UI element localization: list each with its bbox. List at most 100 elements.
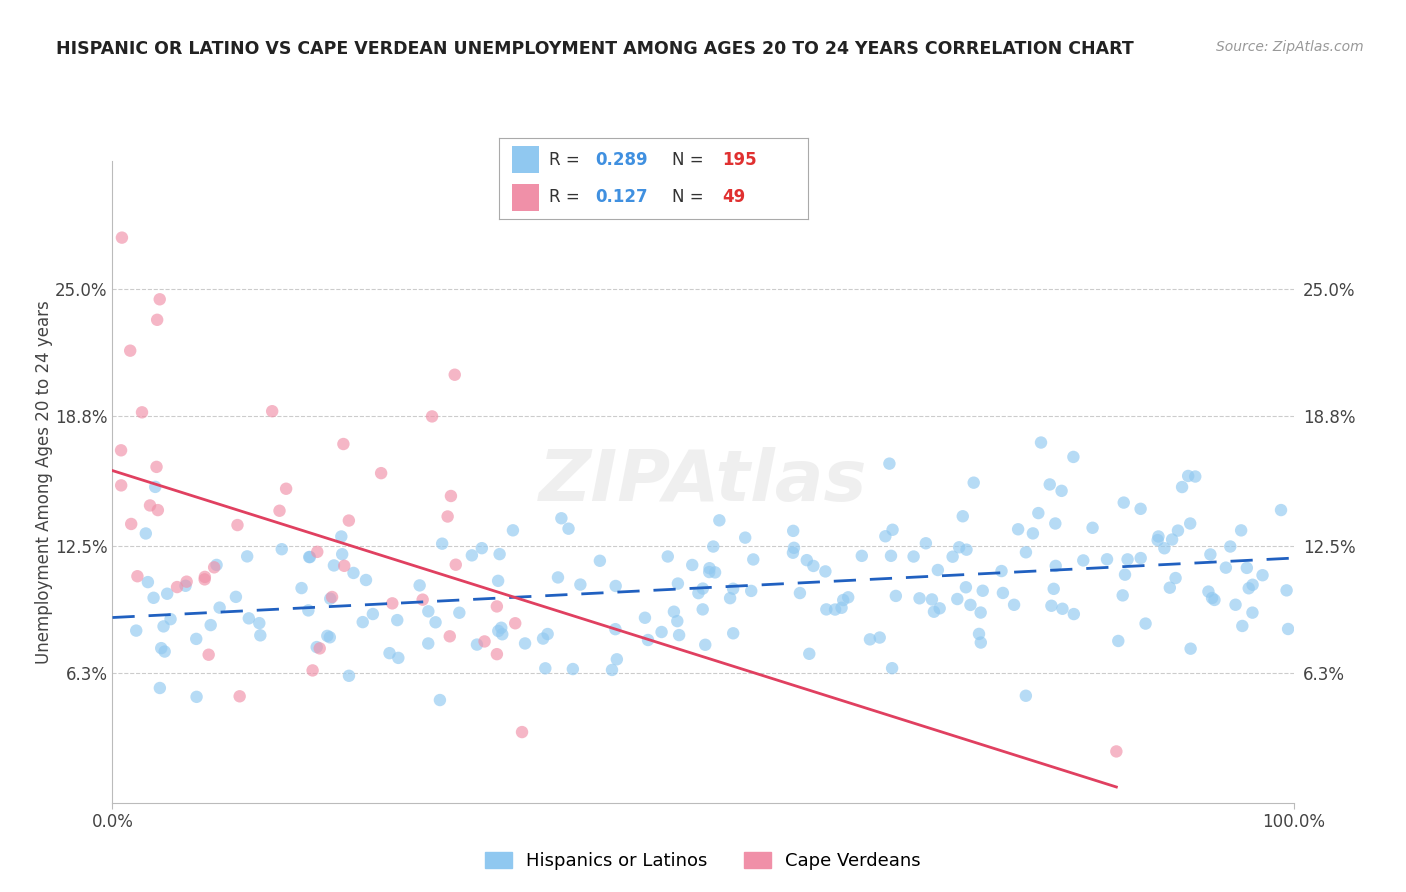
Point	[1116, 552, 1139, 566]
Point	[561, 662, 583, 676]
Point	[875, 529, 897, 543]
Point	[465, 638, 488, 652]
Point	[815, 602, 838, 616]
Point	[1275, 583, 1298, 598]
Point	[859, 632, 882, 647]
Point	[547, 570, 569, 584]
Point	[1219, 540, 1241, 554]
Point	[550, 511, 572, 525]
Point	[308, 641, 330, 656]
Point	[491, 627, 513, 641]
Point	[159, 612, 181, 626]
Point	[1201, 591, 1223, 605]
Point	[657, 549, 679, 564]
Point	[799, 647, 821, 661]
Point	[1251, 568, 1274, 582]
Point	[1112, 495, 1135, 509]
Point	[734, 531, 756, 545]
Point	[262, 404, 284, 418]
Point	[156, 587, 179, 601]
Point	[1241, 578, 1264, 592]
Point	[605, 579, 627, 593]
Point	[412, 592, 434, 607]
Point	[387, 651, 409, 665]
Point	[1153, 541, 1175, 556]
Point	[908, 591, 931, 606]
Text: N =: N =	[672, 188, 704, 206]
Point	[143, 480, 166, 494]
Point	[537, 627, 560, 641]
Point	[319, 630, 342, 644]
Point	[111, 230, 134, 244]
Point	[1270, 503, 1292, 517]
Point	[1015, 545, 1038, 559]
Point	[1071, 553, 1094, 567]
Point	[903, 549, 925, 564]
Point	[425, 615, 447, 630]
Point	[1197, 584, 1219, 599]
Point	[915, 536, 938, 550]
Point	[352, 615, 374, 629]
Point	[488, 547, 510, 561]
Point	[851, 549, 873, 563]
Point	[1028, 506, 1050, 520]
Point	[1135, 616, 1157, 631]
Point	[322, 558, 344, 573]
Point	[704, 566, 727, 580]
Point	[695, 638, 717, 652]
Point	[186, 690, 208, 704]
Point	[1199, 548, 1222, 562]
Point	[963, 475, 986, 490]
Point	[1081, 521, 1104, 535]
Point	[699, 561, 721, 575]
Point	[697, 565, 720, 579]
Point	[298, 549, 321, 564]
Point	[298, 550, 321, 565]
Point	[662, 605, 685, 619]
Point	[443, 368, 465, 382]
Text: 195: 195	[721, 151, 756, 169]
Point	[1105, 744, 1128, 758]
Point	[721, 582, 744, 596]
Text: R =: R =	[548, 188, 579, 206]
Point	[1063, 607, 1085, 621]
Point	[1107, 634, 1129, 648]
Point	[305, 640, 328, 654]
Point	[531, 632, 554, 646]
Point	[952, 509, 974, 524]
Point	[972, 583, 994, 598]
Point	[1236, 561, 1258, 575]
Point	[332, 437, 354, 451]
Point	[1045, 558, 1067, 573]
Point	[474, 634, 496, 648]
Point	[321, 590, 343, 604]
Point	[959, 598, 981, 612]
Point	[589, 554, 612, 568]
Point	[1204, 593, 1226, 607]
Point	[142, 591, 165, 605]
Point	[718, 591, 741, 606]
Point	[928, 601, 950, 615]
Point	[569, 577, 592, 591]
Point	[740, 583, 762, 598]
Point	[991, 586, 1014, 600]
Point	[127, 569, 149, 583]
Point	[1237, 581, 1260, 595]
Point	[606, 652, 628, 666]
Point	[922, 605, 945, 619]
Point	[420, 409, 443, 424]
Point	[125, 624, 148, 638]
Point	[557, 522, 579, 536]
Point	[510, 725, 533, 739]
Point	[361, 607, 384, 621]
Point	[1040, 599, 1063, 613]
Point	[513, 636, 536, 650]
Text: N =: N =	[672, 151, 704, 169]
Point	[110, 478, 132, 492]
Text: R =: R =	[548, 151, 579, 169]
Point	[166, 580, 188, 594]
Point	[225, 590, 247, 604]
Point	[226, 518, 249, 533]
Point	[1161, 533, 1184, 547]
Point	[418, 636, 440, 650]
